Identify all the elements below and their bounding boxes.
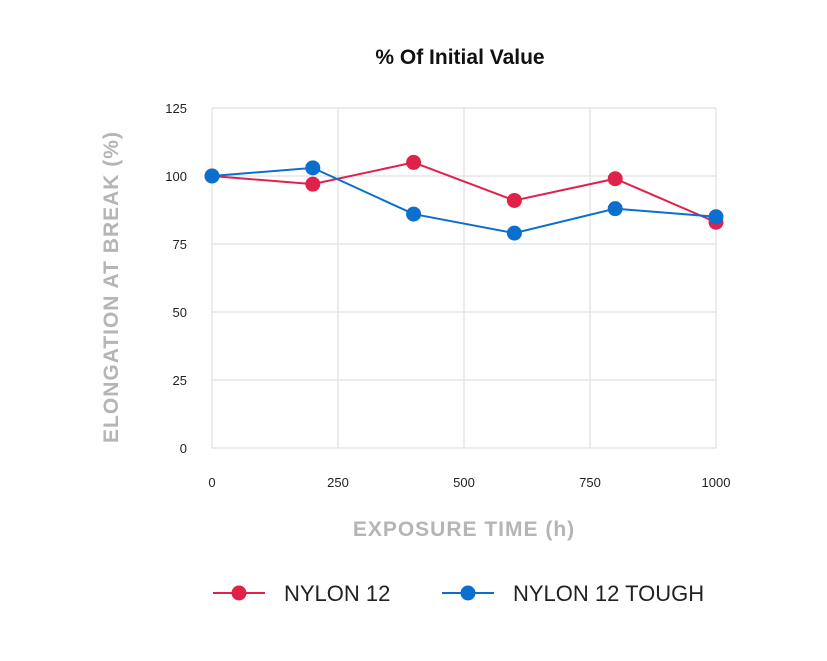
y-tick-label: 0 (180, 441, 187, 456)
x-tick-label: 750 (579, 475, 601, 490)
legend: NYLON 12 NYLON 12 TOUGH (213, 581, 704, 606)
data-point (607, 201, 623, 217)
data-point (506, 225, 522, 241)
series-line (211, 166, 717, 235)
y-axis-label: ELONGATION AT BREAK (%) (100, 131, 123, 443)
y-tick-label: 25 (173, 373, 187, 388)
y-tick-label: 100 (165, 169, 187, 184)
data-point (204, 168, 220, 184)
data-point (305, 176, 321, 192)
x-tick-label: 1000 (702, 475, 731, 490)
data-point (607, 171, 623, 187)
y-tick-label: 125 (165, 101, 187, 116)
data-point (305, 160, 321, 176)
y-tick-label: 75 (173, 237, 187, 252)
series-line (211, 161, 717, 224)
legend-label: NYLON 12 TOUGH (513, 581, 704, 606)
x-tick-label: 250 (327, 475, 349, 490)
series-group (204, 154, 724, 241)
x-tick-label: 500 (453, 475, 475, 490)
data-point (406, 206, 422, 222)
legend-marker (231, 585, 247, 601)
data-point (406, 154, 422, 170)
chart-title: % Of Initial Value (375, 46, 544, 69)
data-point (708, 209, 724, 225)
legend-label: NYLON 12 (284, 581, 390, 606)
x-tick-label: 0 (208, 475, 215, 490)
grid (211, 107, 717, 449)
legend-marker (460, 585, 476, 601)
y-tick-label: 50 (173, 305, 187, 320)
tick-labels: 0 25 50 75 100 125 0 250 500 750 1000 (165, 101, 730, 490)
data-point (506, 192, 522, 208)
x-axis-label: EXPOSURE TIME (h) (353, 518, 575, 541)
